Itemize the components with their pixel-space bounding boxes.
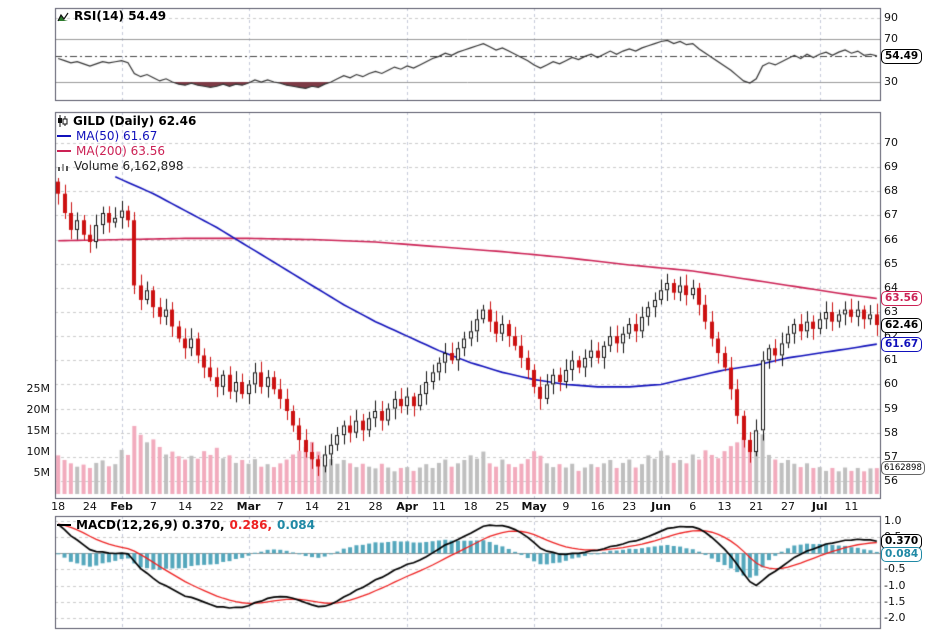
macd-hist-value-badge: 0.084 bbox=[881, 547, 923, 562]
rsi-axis-label: 30 bbox=[884, 75, 898, 88]
ma50-value-badge: 61.67 bbox=[881, 337, 923, 352]
x-axis-label: 18 bbox=[463, 500, 478, 513]
x-axis-label: 27 bbox=[780, 500, 795, 513]
ma50-line-icon bbox=[57, 135, 71, 137]
symbol-legend-label: GILD (Daily) 62.46 bbox=[73, 114, 197, 128]
ma50-legend-row: MA(50) 61.67 bbox=[57, 129, 196, 143]
macd-histogram-value: 0.084 bbox=[277, 518, 316, 532]
volume-axis-label: 10M bbox=[26, 445, 51, 458]
x-axis-label: 21 bbox=[749, 500, 764, 513]
volume-axis-label: 20M bbox=[26, 403, 51, 416]
macd-axis-label: -2.0 bbox=[884, 610, 906, 624]
rsi-legend: RSI(14) 54.49 bbox=[57, 9, 166, 23]
x-axis-label: 14 bbox=[305, 500, 320, 513]
x-axis-label: 22 bbox=[209, 500, 224, 513]
macd-line-icon bbox=[57, 524, 71, 526]
macd-axis-label: -1.0 bbox=[884, 578, 906, 592]
candlestick-icon bbox=[58, 115, 68, 127]
x-axis-label: 23 bbox=[622, 500, 637, 513]
x-axis-month-label: Jul bbox=[811, 500, 828, 513]
macd-signal-value: 0.286, bbox=[229, 518, 273, 532]
x-axis-label: 13 bbox=[717, 500, 732, 513]
price-axis-label: 60 bbox=[884, 377, 898, 391]
macd-legend: MACD(12,26,9) 0.370, 0.286, 0.084 bbox=[57, 518, 315, 532]
symbol-legend-row: GILD (Daily) 62.46 bbox=[57, 114, 196, 128]
price-legend: GILD (Daily) 62.46 MA(50) 61.67 MA(200) … bbox=[57, 114, 196, 174]
ma200-value-badge: 63.56 bbox=[881, 291, 923, 306]
volume-value-badge: 6162898 bbox=[881, 461, 925, 475]
price-axis-label: 57 bbox=[884, 449, 898, 463]
last-price-badge: 62.46 bbox=[881, 318, 923, 333]
rsi-icon bbox=[57, 12, 69, 21]
x-axis-label: 25 bbox=[495, 500, 510, 513]
price-axis-label: 61 bbox=[884, 353, 898, 367]
rsi-legend-label: RSI(14) 54.49 bbox=[74, 9, 167, 23]
x-axis-label: 11 bbox=[844, 500, 859, 513]
x-axis-label: 24 bbox=[82, 500, 97, 513]
x-axis-label: 6 bbox=[689, 500, 697, 513]
volume-axis-label: 25M bbox=[26, 382, 51, 395]
price-axis-label: 58 bbox=[884, 425, 898, 439]
price-axis-label: 67 bbox=[884, 208, 898, 222]
price-axis-label: 64 bbox=[884, 280, 898, 294]
x-axis-label: 14 bbox=[178, 500, 193, 513]
ma200-line-icon bbox=[57, 150, 71, 152]
ma50-legend-label: MA(50) 61.67 bbox=[76, 129, 158, 143]
price-axis-label: 66 bbox=[884, 232, 898, 246]
volume-legend-label: Volume 6,162,898 bbox=[74, 159, 184, 173]
price-axis-label: 63 bbox=[884, 305, 898, 318]
price-axis-label: 65 bbox=[884, 256, 898, 270]
volume-bars-icon bbox=[58, 163, 68, 171]
volume-legend-row: Volume 6,162,898 bbox=[57, 159, 196, 173]
volume-axis-label: 15M bbox=[26, 424, 51, 437]
x-axis-month-label: May bbox=[521, 500, 547, 513]
x-axis-label: 28 bbox=[368, 500, 383, 513]
x-axis-month-label: Apr bbox=[396, 500, 419, 513]
x-axis-label: 11 bbox=[431, 500, 446, 513]
rsi-axis-label: 70 bbox=[884, 32, 898, 46]
x-axis-label: 16 bbox=[590, 500, 605, 513]
x-axis-label: 9 bbox=[562, 500, 570, 513]
price-axis-label: 68 bbox=[884, 184, 898, 198]
x-axis-month-label: Jun bbox=[651, 500, 671, 513]
macd-axis-label: 1.0 bbox=[884, 514, 902, 527]
ma200-legend-label: MA(200) 63.56 bbox=[76, 144, 165, 158]
x-axis-month-label: Mar bbox=[236, 500, 261, 513]
price-axis-label: 59 bbox=[884, 401, 898, 415]
macd-axis-label: -1.5 bbox=[884, 594, 906, 608]
volume-axis-label: 5M bbox=[33, 466, 51, 479]
ma200-legend-row: MA(200) 63.56 bbox=[57, 144, 196, 158]
x-axis-label: 7 bbox=[276, 500, 284, 513]
rsi-axis-label: 90 bbox=[884, 11, 898, 24]
macd-legend-label: MACD(12,26,9) 0.370, bbox=[76, 518, 225, 532]
x-axis-month-label: Feb bbox=[110, 500, 133, 513]
price-axis-label: 70 bbox=[884, 136, 898, 149]
rsi-value-badge: 54.49 bbox=[881, 49, 923, 64]
x-axis-label: 18 bbox=[51, 500, 66, 513]
price-axis-label: 56 bbox=[884, 474, 898, 487]
x-axis-label: 21 bbox=[336, 500, 351, 513]
x-axis-label: 7 bbox=[149, 500, 157, 513]
price-axis-label: 69 bbox=[884, 160, 898, 174]
macd-axis-label: -0.5 bbox=[884, 562, 906, 576]
